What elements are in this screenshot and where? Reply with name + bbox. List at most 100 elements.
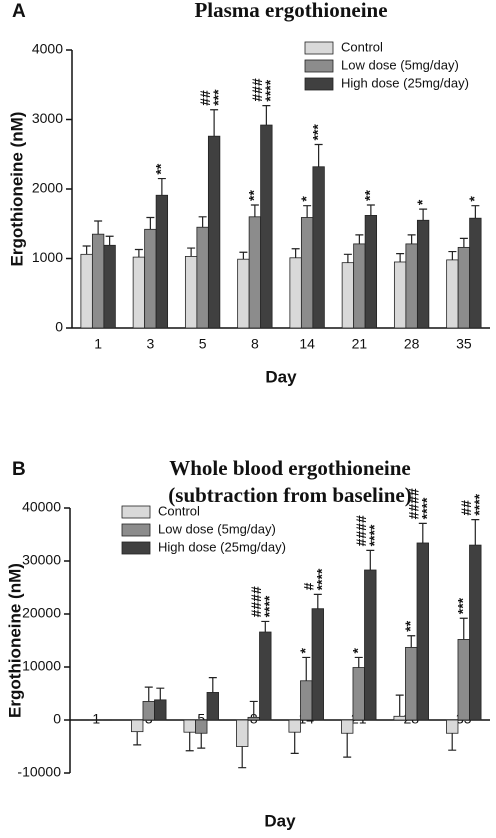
error-bar [314,143,323,167]
bar [457,246,471,329]
legend-label: Low dose (5mg/day) [341,57,459,72]
x-tick-label: 28 [404,336,420,352]
error-bar [303,205,312,218]
bar [196,226,209,329]
error-bar [471,205,480,219]
y-tick-label: 40000 [22,499,61,515]
error-bar [157,177,166,196]
significance-stars: **** [262,79,278,101]
error-bar [395,694,404,717]
significance-stars: ** [402,620,418,631]
error-bar [134,248,143,258]
error-bar [396,253,405,262]
y-tick-label: 1000 [32,249,63,265]
chart-title: Plasma ergothioneine [194,0,387,22]
bar [405,646,418,721]
bar [312,166,325,329]
error-bar [291,248,300,258]
legend-swatch [304,77,334,91]
bar [260,124,273,329]
significance-stars: ** [246,190,262,201]
legend-label: Control [341,39,383,54]
y-tick-label: 10000 [22,658,61,674]
significance-stars: * [349,647,365,653]
error-bar [198,216,207,228]
significance-hashes: #### [406,488,422,519]
error-bar [418,522,427,543]
panel-label: B [12,459,26,480]
bar [416,219,430,329]
significance-stars: * [297,647,313,653]
y-tick-label: 20000 [22,605,61,621]
y-axis-label: Ergothioneine (nM) [5,563,24,718]
significance-stars: * [298,196,314,202]
error-bar [343,253,352,263]
error-bar [185,732,194,752]
significance-stars: **** [314,568,330,590]
bar [237,258,250,329]
error-bar [459,237,468,248]
error-bar [290,732,299,754]
error-bar [471,519,480,546]
bar [457,639,470,721]
significance-stars: **** [419,497,435,519]
error-bar [448,733,457,751]
x-tick-label: 5 [197,711,205,727]
bar [80,253,93,329]
significance-stars: * [466,196,482,202]
bar [142,701,155,721]
bar [103,244,116,329]
error-bar [250,204,259,217]
legend-label: High dose (25mg/day) [341,75,469,90]
bar [405,243,418,329]
y-axis-label: Ergothioneine (nM) [7,112,26,267]
y-tick-label: 2000 [32,180,63,196]
significance-hashes: ### [249,78,265,102]
error-bar [208,677,217,693]
bar [195,719,208,734]
bar [248,216,262,329]
bar [154,699,167,721]
bar [289,257,302,329]
error-bar [313,593,322,609]
error-bar [105,235,114,246]
bar [311,608,324,721]
bar [446,719,459,734]
significance-hashes: ## [458,500,474,516]
y-tick-label: 0 [55,319,63,335]
significance-stars: **** [471,493,487,515]
error-bar [407,234,416,244]
error-bar [459,617,468,640]
bar [416,542,429,721]
bar [207,135,221,329]
legend-swatch [121,505,151,519]
error-bar [94,220,103,235]
error-bar [82,245,91,255]
error-bar [146,216,155,230]
error-bar [302,656,311,681]
significance-hashes: #### [248,586,264,617]
significance-stars: *** [210,89,226,106]
bar [364,215,378,329]
bar [364,569,377,721]
y-tick-label: 4000 [32,41,63,57]
significance-stars: ** [362,190,378,201]
legend-swatch [304,41,334,55]
bar [393,261,407,329]
error-bar [448,250,457,260]
significance-hashes: ## [197,90,213,106]
bar [184,256,198,329]
bar [300,217,314,329]
bar [247,716,260,721]
legend-swatch [121,523,151,537]
legend-label: High dose (25mg/day) [158,539,286,554]
x-tick-label: 3 [146,336,154,352]
legend-label: Control [158,503,200,518]
bar [341,719,354,734]
bar [183,719,196,733]
bar [236,719,249,747]
significance-stars: **** [366,524,382,546]
x-tick-label: 5 [199,336,207,352]
y-tick-label: -10000 [17,764,61,780]
